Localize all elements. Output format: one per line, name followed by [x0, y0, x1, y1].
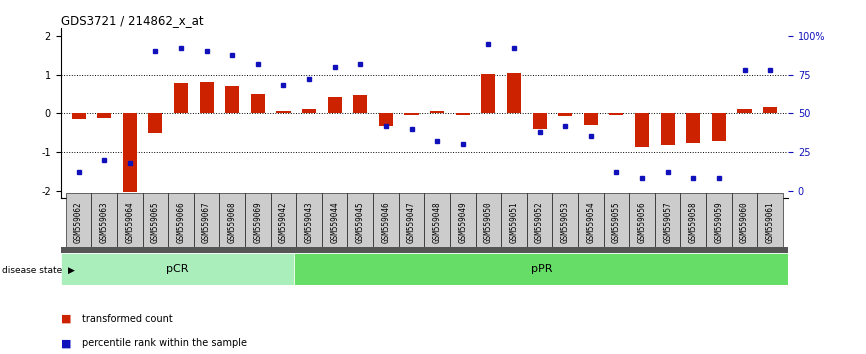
- Text: GSM559049: GSM559049: [458, 201, 468, 243]
- Text: GSM559063: GSM559063: [100, 201, 108, 243]
- Text: ■: ■: [61, 338, 71, 348]
- Bar: [302, 109, 316, 113]
- Bar: [686, 113, 701, 143]
- FancyBboxPatch shape: [424, 193, 450, 248]
- FancyBboxPatch shape: [296, 193, 322, 248]
- Text: percentile rank within the sample: percentile rank within the sample: [82, 338, 248, 348]
- Text: GSM559044: GSM559044: [330, 201, 339, 243]
- Bar: [97, 113, 111, 118]
- Bar: [507, 73, 521, 113]
- Bar: [559, 113, 572, 116]
- Bar: [225, 86, 239, 113]
- Bar: [276, 112, 290, 113]
- Text: GSM559061: GSM559061: [766, 201, 774, 243]
- FancyBboxPatch shape: [168, 193, 194, 248]
- Bar: [72, 113, 86, 119]
- Bar: [661, 113, 675, 145]
- FancyBboxPatch shape: [143, 193, 168, 248]
- FancyBboxPatch shape: [681, 193, 706, 248]
- FancyBboxPatch shape: [758, 193, 783, 248]
- FancyBboxPatch shape: [219, 193, 245, 248]
- Text: GSM559062: GSM559062: [74, 201, 83, 243]
- Text: GSM559052: GSM559052: [535, 201, 544, 243]
- Text: GSM559059: GSM559059: [714, 201, 723, 243]
- Bar: [763, 108, 777, 113]
- FancyBboxPatch shape: [706, 193, 732, 248]
- FancyBboxPatch shape: [501, 193, 527, 248]
- FancyBboxPatch shape: [475, 193, 501, 248]
- Bar: [712, 113, 726, 141]
- Bar: [456, 113, 469, 115]
- Text: GSM559043: GSM559043: [305, 201, 313, 243]
- Bar: [199, 82, 214, 113]
- Text: transformed count: transformed count: [82, 314, 173, 324]
- FancyBboxPatch shape: [373, 193, 398, 248]
- Bar: [610, 113, 624, 115]
- Text: GSM559068: GSM559068: [228, 201, 236, 243]
- Text: ■: ■: [61, 314, 71, 324]
- Text: GSM559051: GSM559051: [509, 201, 519, 243]
- FancyBboxPatch shape: [655, 193, 681, 248]
- FancyBboxPatch shape: [271, 193, 296, 248]
- Bar: [123, 113, 137, 193]
- Text: GSM559054: GSM559054: [586, 201, 595, 243]
- FancyBboxPatch shape: [61, 247, 788, 253]
- Text: GSM559066: GSM559066: [177, 201, 185, 243]
- Bar: [327, 97, 342, 113]
- Text: GSM559067: GSM559067: [202, 201, 211, 243]
- FancyBboxPatch shape: [398, 193, 424, 248]
- Text: GSM559053: GSM559053: [560, 201, 570, 243]
- Text: GDS3721 / 214862_x_at: GDS3721 / 214862_x_at: [61, 14, 204, 27]
- Bar: [174, 83, 188, 113]
- Bar: [533, 113, 546, 129]
- Bar: [430, 112, 444, 113]
- FancyBboxPatch shape: [527, 193, 553, 248]
- Text: pCR: pCR: [166, 264, 189, 274]
- FancyBboxPatch shape: [578, 193, 604, 248]
- FancyBboxPatch shape: [450, 193, 475, 248]
- Bar: [148, 113, 163, 133]
- FancyBboxPatch shape: [322, 193, 347, 248]
- FancyBboxPatch shape: [245, 193, 271, 248]
- FancyBboxPatch shape: [553, 193, 578, 248]
- Bar: [481, 74, 495, 113]
- FancyBboxPatch shape: [194, 193, 219, 248]
- Text: GSM559045: GSM559045: [356, 201, 365, 243]
- FancyBboxPatch shape: [347, 193, 373, 248]
- FancyBboxPatch shape: [732, 193, 758, 248]
- Text: GSM559060: GSM559060: [740, 201, 749, 243]
- Bar: [251, 94, 265, 113]
- Text: GSM559057: GSM559057: [663, 201, 672, 243]
- FancyBboxPatch shape: [91, 193, 117, 248]
- Bar: [404, 113, 418, 115]
- Text: GSM559050: GSM559050: [484, 201, 493, 243]
- Text: GSM559055: GSM559055: [612, 201, 621, 243]
- FancyBboxPatch shape: [117, 193, 143, 248]
- Text: GSM559047: GSM559047: [407, 201, 416, 243]
- FancyBboxPatch shape: [294, 253, 788, 285]
- Bar: [584, 113, 598, 125]
- FancyBboxPatch shape: [66, 193, 91, 248]
- Text: GSM559042: GSM559042: [279, 201, 288, 243]
- FancyBboxPatch shape: [604, 193, 630, 248]
- Bar: [353, 95, 367, 113]
- Text: pPR: pPR: [531, 264, 552, 274]
- Text: disease state  ▶: disease state ▶: [2, 266, 74, 275]
- Bar: [379, 113, 393, 126]
- Text: GSM559056: GSM559056: [637, 201, 647, 243]
- Text: GSM559058: GSM559058: [688, 201, 698, 243]
- Text: GSM559048: GSM559048: [433, 201, 442, 243]
- Text: GSM559064: GSM559064: [126, 201, 134, 243]
- Text: GSM559069: GSM559069: [254, 201, 262, 243]
- Text: GSM559046: GSM559046: [381, 201, 391, 243]
- FancyBboxPatch shape: [61, 253, 294, 285]
- Bar: [738, 109, 752, 113]
- Bar: [635, 113, 650, 147]
- FancyBboxPatch shape: [630, 193, 655, 248]
- Text: GSM559065: GSM559065: [151, 201, 160, 243]
